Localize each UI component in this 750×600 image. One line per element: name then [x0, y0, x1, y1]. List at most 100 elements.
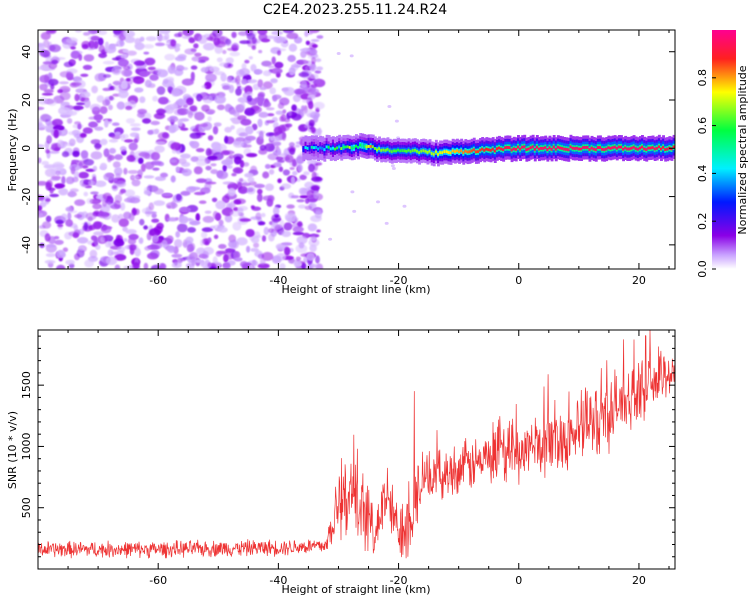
heatmap-cell: [80, 150, 89, 159]
signal-cell: [416, 149, 419, 153]
signal-cell: [397, 148, 400, 152]
signal-cell: [424, 149, 428, 153]
heatmap-cell: [277, 50, 281, 56]
heatmap-cell: [262, 171, 270, 179]
spectrogram-panel: -60 -40 -20 0 20 -40 -20 0 20 40 Height of strai…: [6, 29, 676, 296]
heatmap-cell: [304, 205, 313, 210]
signal-cell: [643, 147, 647, 151]
heatmap-cell: [265, 183, 274, 191]
heatmap-cell: [129, 248, 135, 255]
heatmap-cell: [198, 253, 208, 259]
signal-cell: [327, 145, 331, 149]
heatmap-cell: [83, 54, 95, 62]
colorbar-label: Normalized spectral amplitude: [736, 65, 749, 234]
heatmap-cell: [231, 44, 238, 51]
heatmap-cells: [38, 30, 407, 269]
heatmap-cell: [54, 183, 66, 189]
signal-cell: [338, 145, 342, 149]
heatmap-cell: [286, 32, 299, 40]
heatmap-cell: [133, 138, 138, 144]
spectrogram-x-ticks: -60 -40 -20 0 20: [67, 30, 670, 287]
heatmap-cell: [161, 239, 168, 248]
heatmap-cell: [233, 207, 239, 212]
signal-cell: [666, 147, 670, 151]
heatmap-cell: [271, 56, 276, 65]
y-tick-label: -40: [20, 236, 33, 254]
signal-cell: [395, 149, 398, 153]
heatmap-cell: [258, 49, 263, 54]
heatmap-cell: [251, 236, 260, 244]
heatmap-cell: [268, 65, 275, 69]
heatmap-cell: [112, 122, 120, 126]
heatmap-cell: [290, 176, 296, 185]
heatmap-cell: [227, 187, 236, 197]
heatmap-cell: [249, 264, 254, 269]
heatmap-cell: [245, 91, 253, 98]
heatmap-cell: [49, 188, 54, 194]
heatmap-cell: [289, 72, 295, 75]
y-tick-label: 500: [20, 497, 33, 518]
heatmap-cell: [153, 188, 164, 195]
signal-cell: [571, 146, 575, 150]
heatmap-cell: [134, 42, 145, 51]
heatmap-cell: [209, 66, 220, 73]
heatmap-cell: [127, 170, 139, 174]
signal-cell: [470, 149, 474, 153]
heatmap-cell: [93, 231, 104, 236]
heatmap-cell: [277, 102, 285, 109]
heatmap-cell: [218, 244, 227, 249]
heatmap-cell: [118, 90, 129, 99]
heatmap-cell: [228, 154, 234, 159]
heatmap-cell: [98, 52, 107, 59]
signal-cell: [439, 151, 442, 155]
signal-cell: [632, 145, 636, 149]
heatmap-cell: [71, 82, 82, 87]
heatmap-cell: [213, 234, 219, 239]
heatmap-cell: [268, 233, 275, 242]
heatmap-cell: [50, 84, 55, 90]
heatmap-cell: [41, 160, 49, 166]
heatmap-cell: [120, 188, 126, 194]
heatmap-cell: [303, 109, 315, 116]
heatmap-cell: [239, 40, 251, 44]
heatmap-cell: [281, 230, 292, 238]
signal-cell: [317, 147, 320, 151]
heatmap-cell: [222, 164, 227, 172]
heatmap-cell: [155, 141, 166, 145]
heatmap-cell: [292, 158, 297, 167]
heatmap-cell: [86, 198, 93, 204]
heatmap-cell: [216, 104, 225, 111]
heatmap-cell: [299, 48, 311, 52]
signal-cell: [657, 145, 661, 149]
heatmap-cell: [234, 257, 243, 262]
signal-cell: [495, 147, 499, 151]
heatmap-cell: [227, 165, 233, 169]
heatmap-cell: [112, 161, 121, 169]
signal-cell: [477, 150, 480, 154]
colorbar-ticks: 0.0 0.2 0.4 0.6 0.8: [696, 69, 716, 278]
heatmap-cell: [309, 73, 319, 80]
heatmap-cell: [218, 226, 228, 233]
heatmap-cell: [83, 191, 89, 197]
signal-cell: [577, 147, 581, 151]
heatmap-cell: [176, 257, 183, 264]
heatmap-cell: [289, 167, 295, 170]
heatmap-cell: [93, 237, 99, 246]
heatmap-cell: [282, 169, 290, 176]
heatmap-cell: [180, 127, 189, 131]
signal-cell: [323, 148, 327, 152]
heatmap-cell: [38, 157, 42, 164]
heatmap-cell: [90, 35, 100, 42]
heatmap-cell: [212, 145, 223, 151]
heatmap-cell: [134, 208, 140, 216]
heatmap-cell: [270, 67, 283, 74]
heatmap-cell: [128, 212, 135, 222]
heatmap-cell: [39, 74, 50, 83]
signal-cell: [390, 150, 394, 154]
heatmap-cell: [200, 67, 209, 73]
heatmap-cell: [143, 44, 155, 49]
heatmap-cell: [97, 37, 104, 46]
heatmap-cell: [271, 214, 281, 223]
heatmap-cell: [48, 78, 59, 86]
heatmap-cell: [296, 199, 305, 203]
